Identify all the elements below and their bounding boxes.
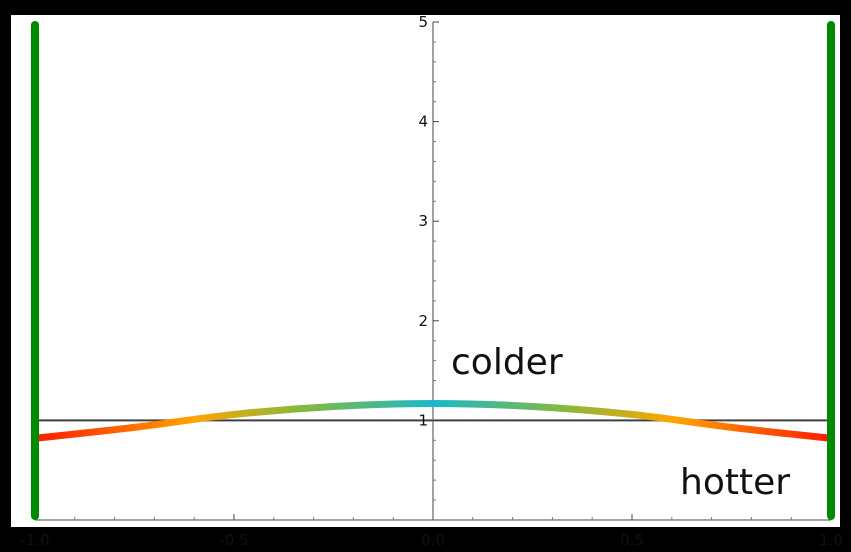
annotation-hotter: hotter	[680, 462, 790, 503]
x-tick-label: 1.0	[819, 531, 843, 549]
x-tick-label: -1.0	[20, 531, 49, 549]
y-tick-label: 1	[418, 411, 428, 429]
x-tick-label: 0.5	[620, 531, 644, 549]
y-tick-label: 2	[418, 312, 428, 330]
temperature-curve	[34, 399, 832, 442]
y-tick-label: 5	[418, 13, 428, 31]
y-tick-label: 4	[418, 113, 428, 131]
annotation-colder: colder	[451, 342, 563, 383]
plot-background	[11, 15, 840, 527]
x-tick-label: 0.0	[421, 531, 445, 549]
y-tick-label: 3	[418, 212, 428, 230]
x-tick-label: -0.5	[219, 531, 248, 549]
